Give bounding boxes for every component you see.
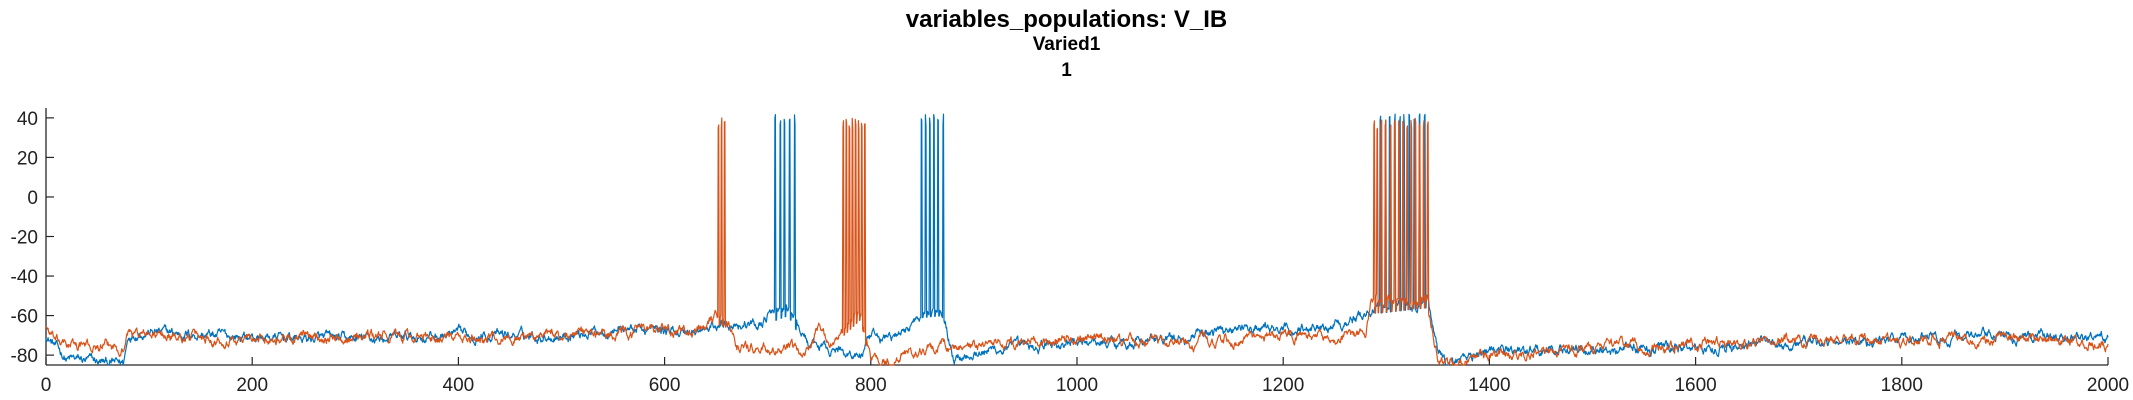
y-tick-label: 0 [27, 188, 38, 209]
x-tick-label: 600 [649, 375, 681, 396]
x-tick-label: 1400 [1468, 375, 1510, 396]
series-layer [45, 113, 2109, 366]
x-tick-label: 800 [855, 375, 887, 396]
x-tick-label: 1600 [1674, 375, 1716, 396]
x-tick-label: 1200 [1262, 375, 1304, 396]
chart-subtitle-1: Varied1 [1032, 34, 1101, 55]
chart-subtitle-2: 1 [1061, 60, 1072, 81]
x-tick-label: 400 [443, 375, 475, 396]
y-tick-label: -60 [11, 307, 38, 328]
y-tick-label: 40 [17, 109, 38, 130]
chart-title: variables_populations: V_IB [905, 6, 1228, 33]
y-tick-label: 20 [17, 148, 38, 169]
y-tick-label: -40 [11, 267, 38, 288]
y-tick-label: -20 [11, 228, 38, 249]
x-tick-label: 1000 [1056, 375, 1098, 396]
series-line-2 [45, 117, 2109, 366]
x-tick-label: 0 [41, 375, 52, 396]
x-tick-label: 1800 [1881, 375, 1923, 396]
axes: 0 200 400 600 800 1000 1200 1400 1600 1800 2000-80… [11, 108, 2129, 396]
y-tick-label: -80 [11, 346, 38, 367]
x-tick-label: 200 [236, 375, 268, 396]
x-tick-label: 2000 [2087, 375, 2129, 396]
series-line-1 [45, 113, 2109, 366]
